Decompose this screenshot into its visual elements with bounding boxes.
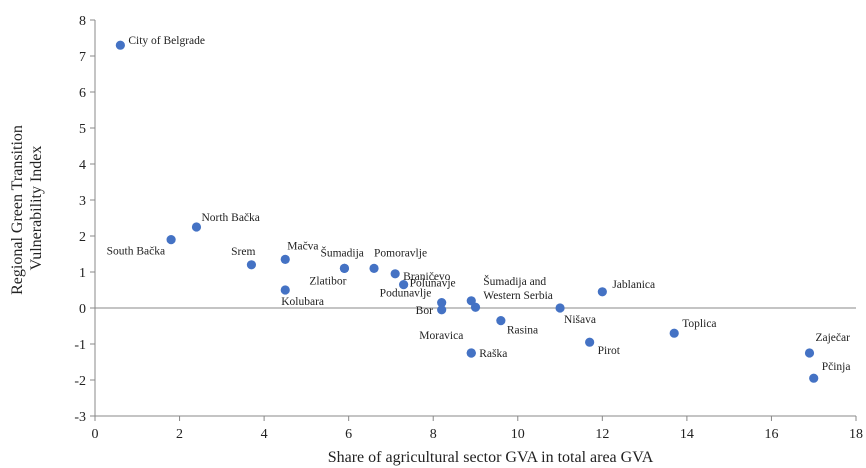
point-label: Zlatibor [309,275,346,287]
y-axis-title-line-1: Regional Green Transition [9,125,26,295]
data-point [390,269,400,279]
y-axis-title: Regional Green Transition Vulnerability … [9,121,45,295]
data-point [369,263,379,273]
point-label: Kolubara [281,296,324,308]
point-label: North Bačka [201,212,259,224]
point-label: Podunavlje [380,288,432,300]
y-tick-label: 4 [79,158,86,173]
point-label: Toplica [682,318,716,330]
point-label: Pomoravlje [374,247,427,259]
data-point [585,337,595,347]
y-axis-title-line-2: Vulnerability Index [28,146,45,271]
data-point [166,235,176,245]
data-point [809,373,819,383]
y-tick-label: 2 [79,230,86,245]
data-point [496,316,506,326]
y-tick-label: 1 [79,266,86,281]
x-tick-label: 6 [345,427,352,442]
x-tick-label: 0 [92,427,99,442]
point-label: Moravica [419,330,463,342]
point-label: Pčinja [822,361,851,373]
data-point [466,348,476,358]
data-point [191,222,202,232]
y-tick-label: 6 [79,86,86,101]
point-label: Rasina [507,325,538,337]
x-tick-label: 18 [849,427,863,442]
data-point [669,328,679,338]
data-point [466,296,476,306]
x-tick-label: 2 [176,427,183,442]
point-label: Jablanica [612,279,655,291]
data-point [437,298,447,308]
x-tick-label: 14 [680,427,694,442]
y-tick-label: 8 [79,14,86,29]
point-label: Šumadija [320,245,363,259]
x-tick-label: 10 [511,427,525,442]
data-point [339,263,350,273]
y-tick-label: -1 [74,338,86,353]
data-point [470,302,481,312]
data-point [597,287,607,297]
y-tick-label: -3 [74,410,86,425]
data-points [115,40,819,383]
y-tick-label: 7 [79,50,86,65]
y-tick-label: 5 [79,122,86,137]
x-tick-label: 8 [430,427,437,442]
point-label: Bor [416,305,433,317]
point-label: Zaječar [815,332,850,344]
point-label: Srem [231,246,255,258]
data-point [555,303,565,313]
y-tick-label: 3 [79,194,86,209]
x-tick-label: 16 [764,427,778,442]
point-labels: City of Belgrade South Bačka North Bačka Sr… [107,35,851,373]
data-point [280,285,290,295]
point-label: City of Belgrade [128,35,205,47]
x-tick-label: 12 [595,427,609,442]
point-label: Braničevo [403,271,451,283]
point-label: South Bačka [107,246,165,258]
data-point [804,348,815,358]
point-label: Šumadija and Western Serbia [483,274,553,302]
x-tick-label: 4 [261,427,268,442]
point-label: Raška [479,348,507,360]
point-label: Nišava [564,314,596,326]
y-tick-label: -2 [74,374,86,389]
point-label: Poluńavje [410,278,456,290]
data-point [399,280,409,290]
data-point [437,305,447,315]
point-label: Mačva [287,240,318,252]
data-point [115,40,125,50]
y-tick-label: 0 [79,302,86,317]
point-label: Pirot [598,345,621,357]
data-point [280,254,290,264]
x-axis-title: Share of agricultural sector GVA in tota… [328,449,654,466]
data-point [246,260,257,270]
